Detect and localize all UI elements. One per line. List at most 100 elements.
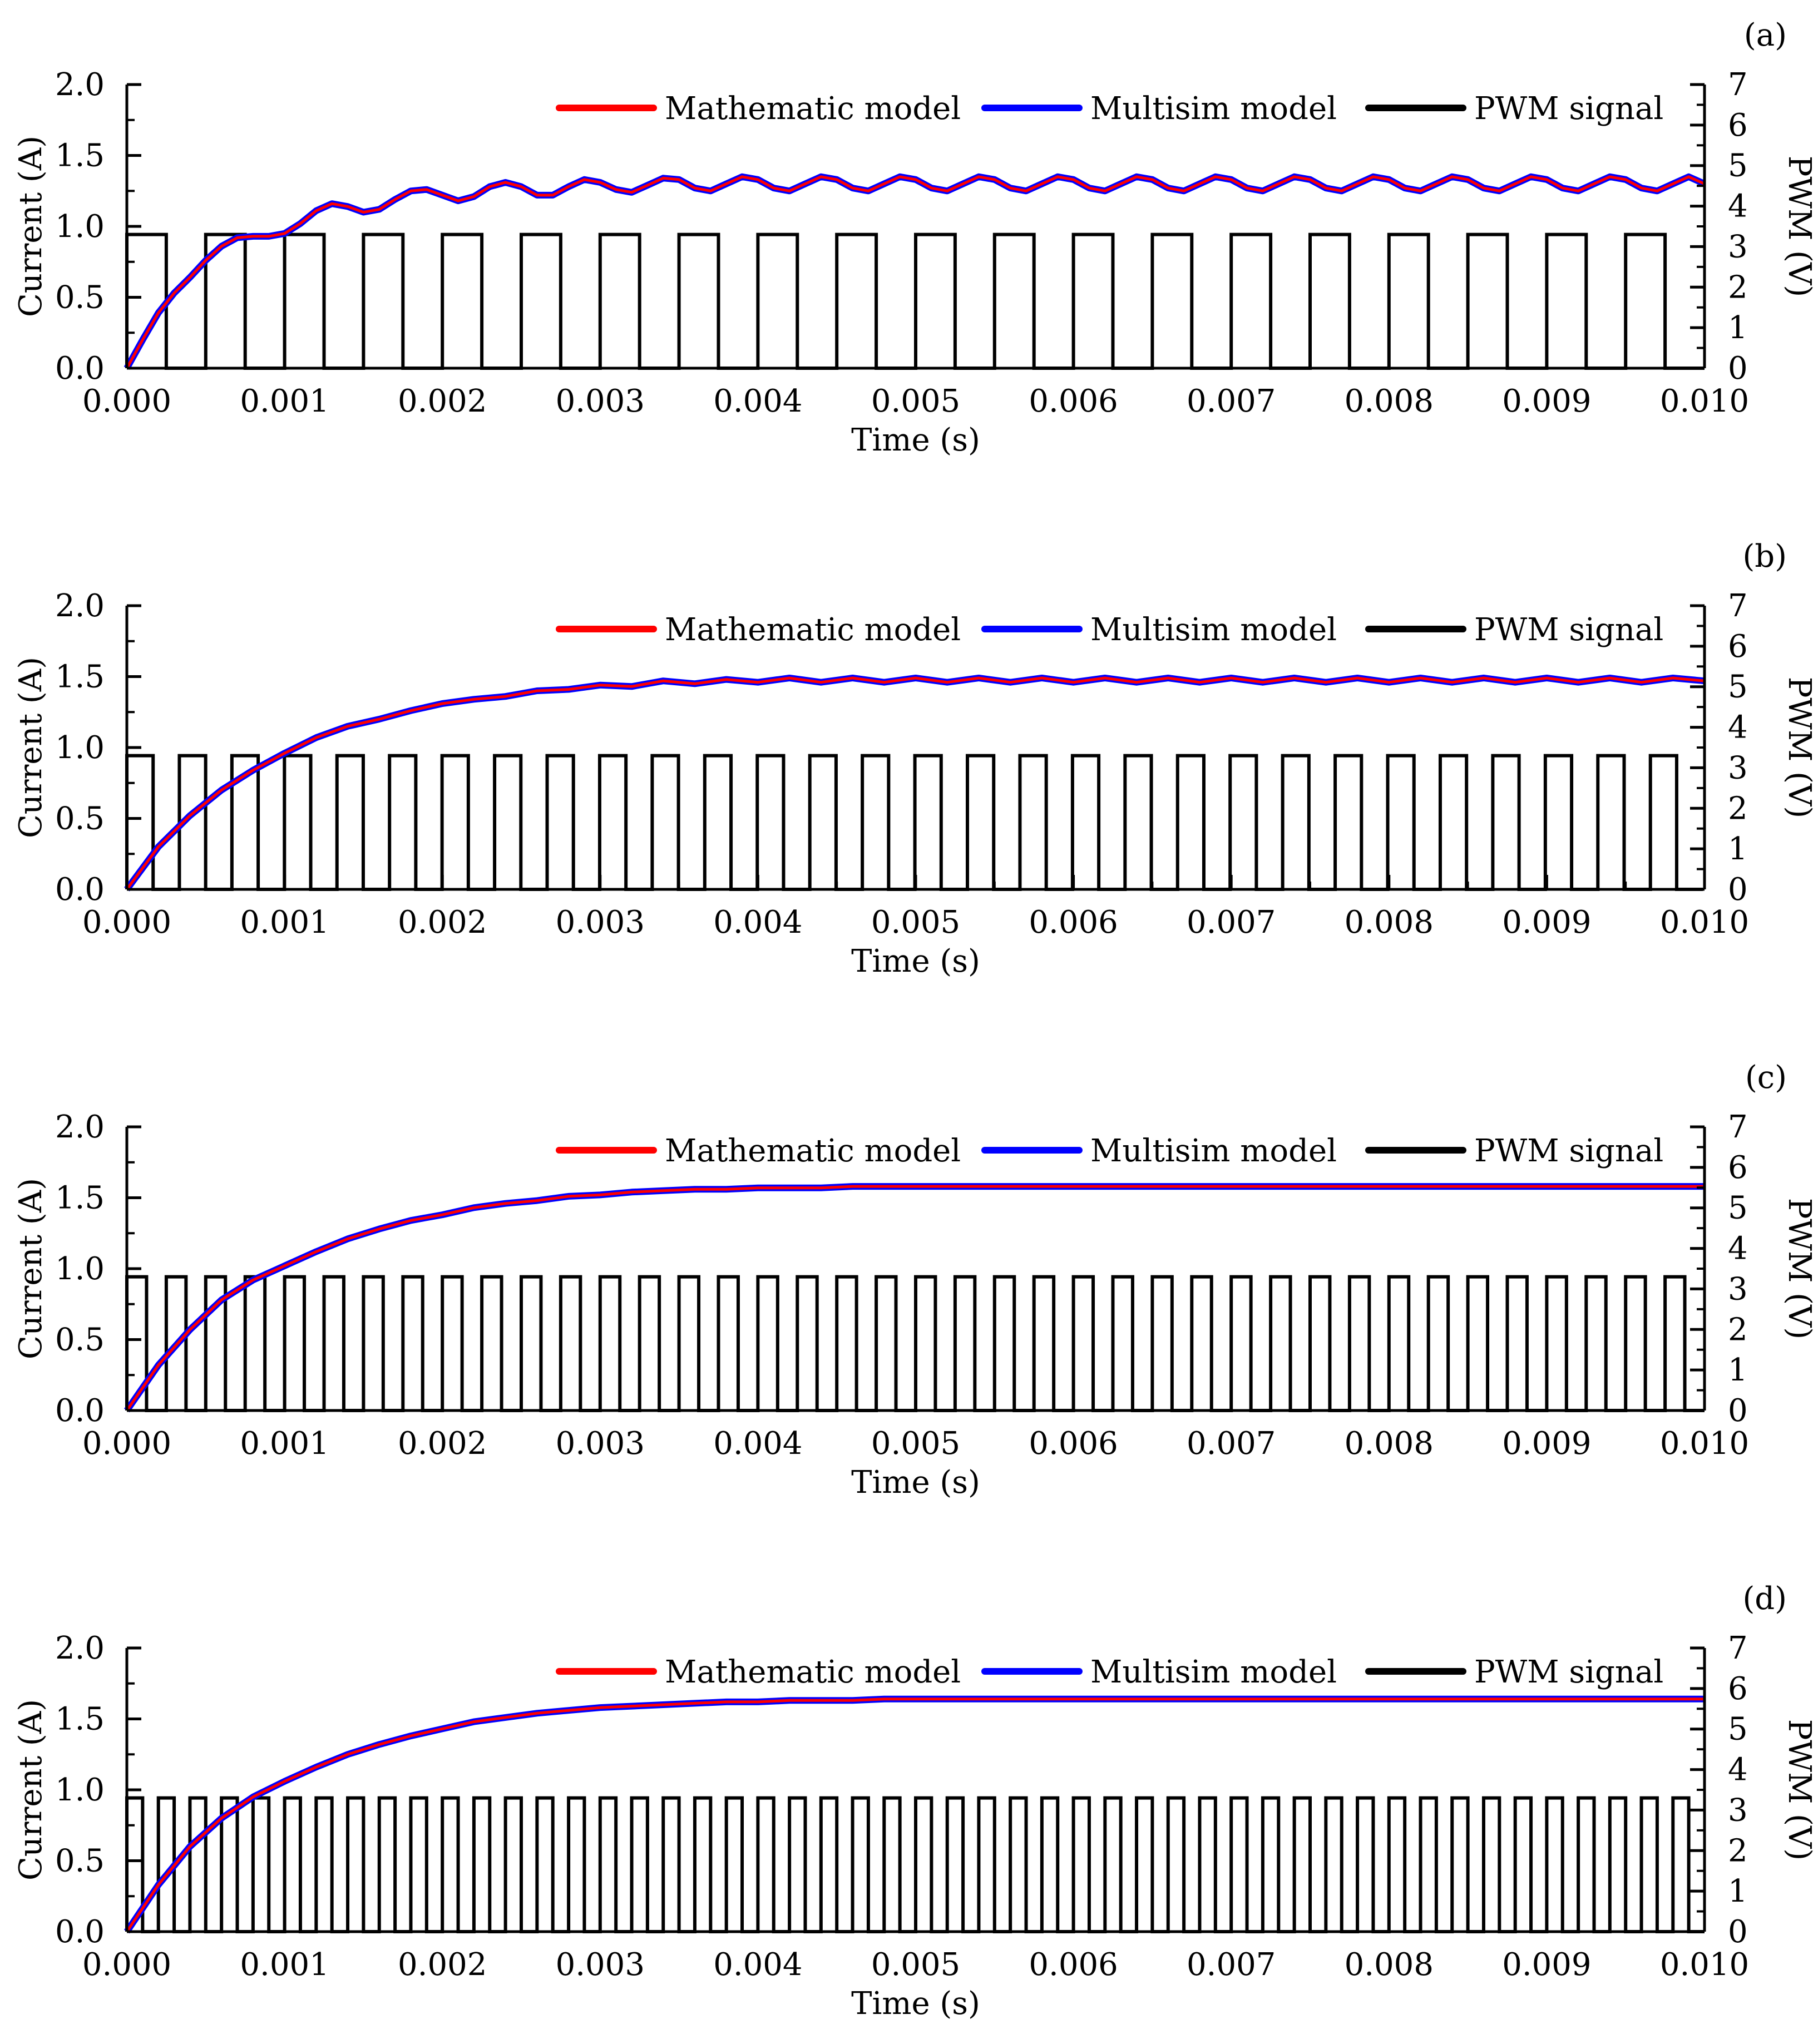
y-tick-label: 2.0 bbox=[55, 67, 105, 103]
y-tick-label: 1.0 bbox=[55, 1251, 105, 1287]
x-axis-label: Time (s) bbox=[851, 422, 980, 458]
y2-tick-label: 2 bbox=[1728, 1311, 1748, 1348]
y2-tick-label: 4 bbox=[1728, 189, 1748, 225]
panel-label: (c) bbox=[1745, 1060, 1787, 1096]
x-tick-label: 0.001 bbox=[240, 1426, 329, 1462]
y2-tick-label: 1 bbox=[1728, 1873, 1748, 1909]
x-tick-label: 0.000 bbox=[82, 383, 171, 419]
y-tick-label: 0.5 bbox=[55, 801, 105, 837]
y2-tick-label: 6 bbox=[1728, 107, 1748, 143]
x-tick-label: 0.007 bbox=[1187, 1947, 1276, 1983]
y2-axis-label: PWM (V) bbox=[1781, 1719, 1817, 1861]
y2-tick-label: 3 bbox=[1728, 229, 1748, 265]
x-axis-label: Time (s) bbox=[851, 943, 980, 979]
y2-tick-label: 7 bbox=[1728, 588, 1748, 624]
x-tick-label: 0.002 bbox=[398, 904, 487, 941]
x-tick-label: 0.001 bbox=[240, 1947, 329, 1983]
x-tick-label: 0.008 bbox=[1345, 383, 1434, 419]
x-tick-label: 0.000 bbox=[82, 1947, 171, 1983]
x-tick-label: 0.006 bbox=[1029, 1426, 1118, 1462]
y2-tick-label: 5 bbox=[1728, 669, 1748, 705]
legend-multisim-label: Multisim model bbox=[1090, 91, 1337, 127]
y2-tick-label: 6 bbox=[1728, 1671, 1748, 1707]
x-tick-label: 0.005 bbox=[871, 1947, 960, 1983]
legend-pwm-label: PWM signal bbox=[1474, 1654, 1663, 1690]
x-tick-label: 0.005 bbox=[871, 1426, 960, 1462]
pwm-signal-line bbox=[125, 1275, 1705, 1412]
y2-tick-label: 4 bbox=[1728, 1752, 1748, 1788]
x-tick-label: 0.010 bbox=[1660, 383, 1749, 419]
x-tick-label: 0.001 bbox=[240, 904, 329, 941]
y-tick-label: 0.5 bbox=[55, 1843, 105, 1879]
y-tick-label: 0.5 bbox=[55, 280, 105, 316]
y2-tick-label: 2 bbox=[1728, 269, 1748, 305]
mathematic-model-line bbox=[125, 676, 1705, 890]
legend-mathematic-label: Mathematic model bbox=[665, 612, 961, 648]
y-tick-label: 2.0 bbox=[55, 588, 105, 624]
y-tick-label: 0.0 bbox=[55, 1393, 105, 1429]
y2-tick-label: 5 bbox=[1728, 1711, 1748, 1748]
legend-mathematic-label: Mathematic model bbox=[665, 1654, 961, 1690]
y-tick-label: 1.0 bbox=[55, 209, 105, 245]
y-tick-label: 2.0 bbox=[55, 1630, 105, 1666]
y2-tick-label: 7 bbox=[1728, 1109, 1748, 1145]
panel-1: (b) 0.0 0.5 1.0 1.5 2.0 0 1 2 3 4 5 6 7 0.000 0.001 0.00… bbox=[13, 538, 1817, 979]
x-tick-label: 0.009 bbox=[1502, 383, 1591, 419]
y2-tick-label: 1 bbox=[1728, 831, 1748, 867]
x-tick-label: 0.005 bbox=[871, 383, 960, 419]
x-tick-label: 0.007 bbox=[1187, 1426, 1276, 1462]
x-tick-label: 0.010 bbox=[1660, 1947, 1749, 1983]
y2-tick-label: 6 bbox=[1728, 628, 1748, 665]
x-tick-label: 0.008 bbox=[1345, 904, 1434, 941]
x-tick-label: 0.003 bbox=[556, 904, 645, 941]
mathematic-model-line bbox=[125, 1185, 1705, 1412]
y-tick-label: 0.0 bbox=[55, 1914, 105, 1950]
x-tick-label: 0.001 bbox=[240, 383, 329, 419]
panel-3: (d) 0.0 0.5 1.0 1.5 2.0 0 1 2 3 4 5 6 7 0.000 0.001 0.00… bbox=[13, 1581, 1817, 2022]
y-axis-label: Current (A) bbox=[13, 136, 49, 317]
y-tick-label: 1.5 bbox=[55, 659, 105, 695]
y2-tick-label: 3 bbox=[1728, 1792, 1748, 1828]
y2-axis-label: PWM (V) bbox=[1781, 1198, 1817, 1340]
x-tick-label: 0.006 bbox=[1029, 1947, 1118, 1983]
pwm-signal-line bbox=[125, 232, 1705, 370]
x-tick-label: 0.003 bbox=[556, 1947, 645, 1983]
x-tick-label: 0.000 bbox=[82, 1426, 171, 1462]
panel-label: (b) bbox=[1742, 538, 1787, 575]
y-tick-label: 2.0 bbox=[55, 1109, 105, 1145]
y2-tick-label: 2 bbox=[1728, 790, 1748, 826]
y2-tick-label: 5 bbox=[1728, 148, 1748, 184]
x-tick-label: 0.004 bbox=[713, 383, 802, 419]
y-tick-label: 1.5 bbox=[55, 138, 105, 174]
y2-tick-label: 7 bbox=[1728, 1630, 1748, 1666]
y2-tick-label: 0 bbox=[1728, 350, 1748, 387]
y2-tick-label: 4 bbox=[1728, 710, 1748, 746]
y-tick-label: 1.5 bbox=[55, 1180, 105, 1216]
y2-axis-label: PWM (V) bbox=[1781, 156, 1817, 298]
y2-tick-label: 6 bbox=[1728, 1150, 1748, 1186]
panel-label: (a) bbox=[1744, 17, 1787, 53]
x-tick-label: 0.007 bbox=[1187, 383, 1276, 419]
x-tick-label: 0.007 bbox=[1187, 904, 1276, 941]
x-tick-label: 0.000 bbox=[82, 904, 171, 941]
legend-mathematic-label: Mathematic model bbox=[665, 1133, 961, 1169]
y2-tick-label: 0 bbox=[1728, 872, 1748, 908]
pwm-signal-line bbox=[125, 1796, 1705, 1933]
legend-multisim-label: Multisim model bbox=[1090, 1654, 1337, 1690]
panel-label: (d) bbox=[1742, 1581, 1787, 1617]
y2-tick-label: 0 bbox=[1728, 1393, 1748, 1429]
legend-multisim-label: Multisim model bbox=[1090, 1133, 1337, 1169]
x-axis-label: Time (s) bbox=[851, 1464, 980, 1501]
x-tick-label: 0.009 bbox=[1502, 904, 1591, 941]
x-tick-label: 0.005 bbox=[871, 904, 960, 941]
y2-tick-label: 5 bbox=[1728, 1190, 1748, 1226]
panel-2: (c) 0.0 0.5 1.0 1.5 2.0 0 1 2 3 4 5 6 7 0.000 0.001 0.00… bbox=[13, 1060, 1817, 1501]
x-tick-label: 0.008 bbox=[1345, 1426, 1434, 1462]
x-tick-label: 0.002 bbox=[398, 1426, 487, 1462]
x-tick-label: 0.004 bbox=[713, 904, 802, 941]
y-tick-label: 0.5 bbox=[55, 1322, 105, 1358]
mathematic-model-line bbox=[125, 175, 1706, 369]
y2-tick-label: 1 bbox=[1728, 310, 1748, 346]
y2-tick-label: 3 bbox=[1728, 750, 1748, 786]
